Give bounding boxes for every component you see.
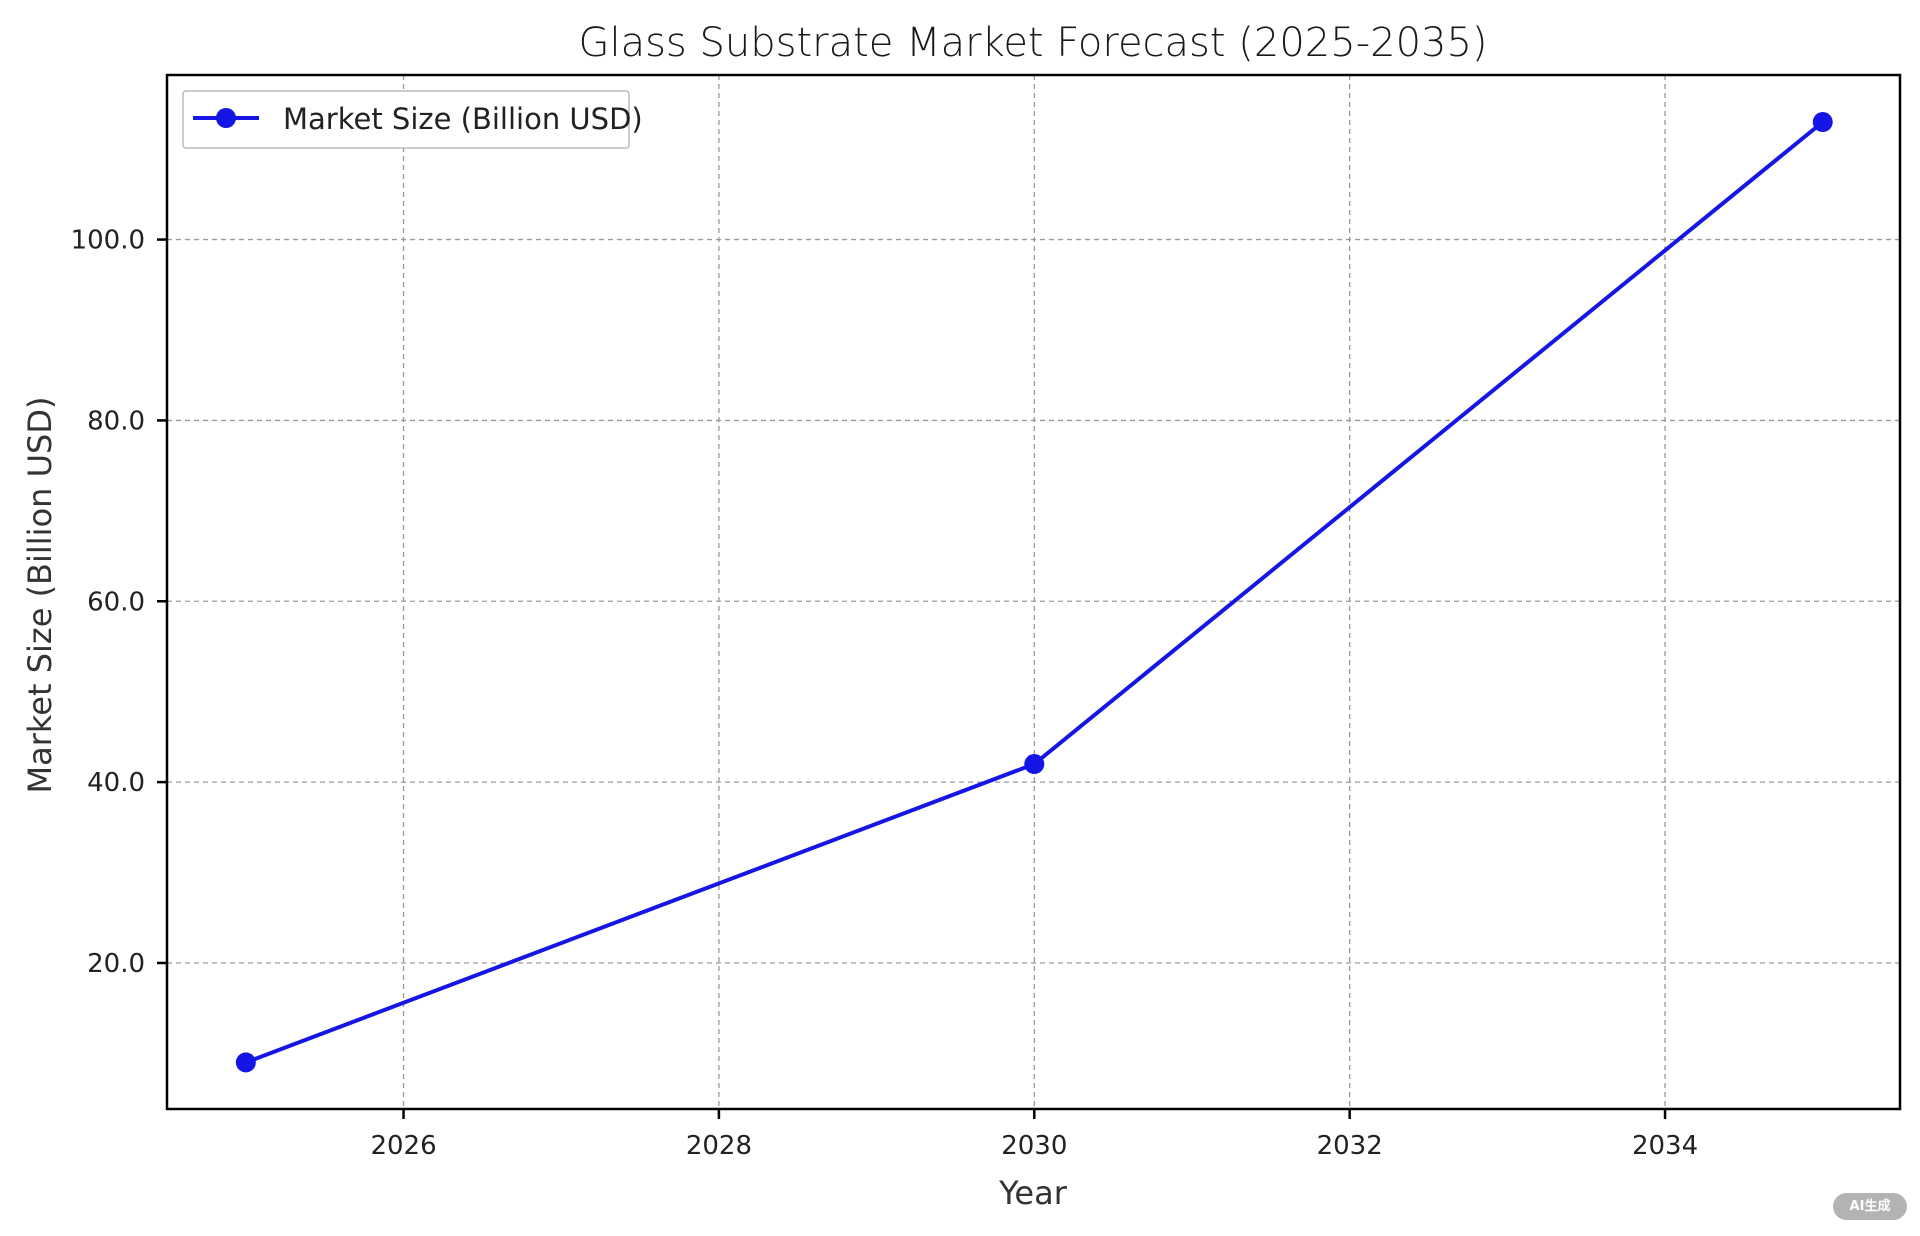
y-tick-label: 40.0: [87, 768, 145, 798]
chart-title: Glass Substrate Market Forecast (2025-20…: [578, 20, 1487, 66]
x-tick-label: 2030: [1001, 1131, 1067, 1161]
y-tick-label: 60.0: [87, 587, 145, 617]
y-tick-label: 100.0: [71, 226, 145, 256]
x-tick-label: 2028: [686, 1131, 752, 1161]
legend-label: Market Size (Billion USD): [283, 102, 643, 136]
y-tick-label: 20.0: [87, 949, 145, 979]
data-point-marker: [1024, 754, 1045, 775]
ai-generated-badge: AI生成: [1833, 1193, 1907, 1220]
x-axis-ticks: 2026 2028 2030 2032 2034: [370, 1109, 1698, 1161]
x-tick-label: 2034: [1632, 1131, 1698, 1161]
data-series: [235, 112, 1833, 1073]
y-tick-label: 80.0: [87, 406, 145, 436]
y-axis-ticks: 20.0 40.0 60.0 80.0 100.0: [71, 226, 167, 979]
legend-box: [182, 90, 630, 149]
x-axis-label: Year: [998, 1174, 1068, 1212]
plot-area-frame: [165, 73, 1902, 1111]
x-tick-label: 2026: [370, 1131, 436, 1161]
y-axis-label: Market Size (Billion USD): [21, 397, 59, 794]
legend: Market Size (Billion USD): [182, 90, 643, 149]
gridlines: [167, 75, 1900, 1109]
legend-marker-icon: [216, 108, 236, 128]
data-point-marker: [235, 1052, 256, 1073]
data-point-marker: [1812, 112, 1833, 133]
x-tick-label: 2032: [1317, 1131, 1383, 1161]
